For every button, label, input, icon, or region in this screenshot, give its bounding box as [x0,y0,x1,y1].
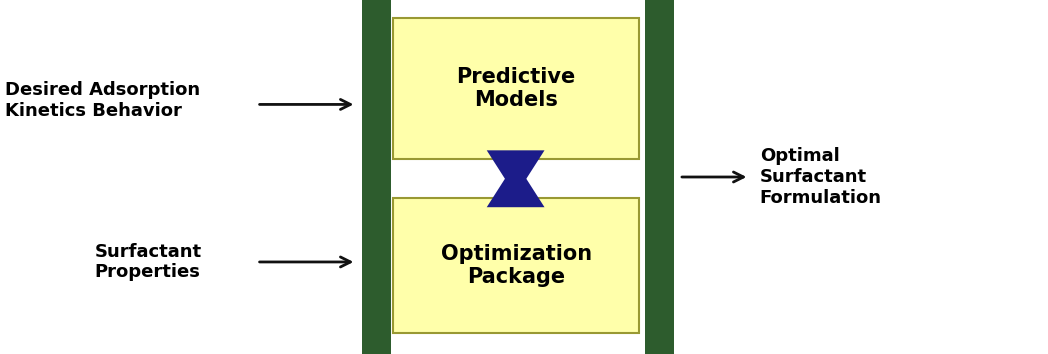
Text: Optimization
Package: Optimization Package [440,244,592,287]
Text: Optimal
Surfactant
Formulation: Optimal Surfactant Formulation [760,147,881,207]
Bar [645,0,674,354]
FancyBboxPatch shape [393,198,639,333]
Text: Surfactant
Properties: Surfactant Properties [94,242,201,281]
Bar [362,0,391,354]
FancyBboxPatch shape [393,18,639,159]
Text: Predictive
Models: Predictive Models [457,67,575,110]
Text: Desired Adsorption
Kinetics Behavior: Desired Adsorption Kinetics Behavior [5,81,200,120]
